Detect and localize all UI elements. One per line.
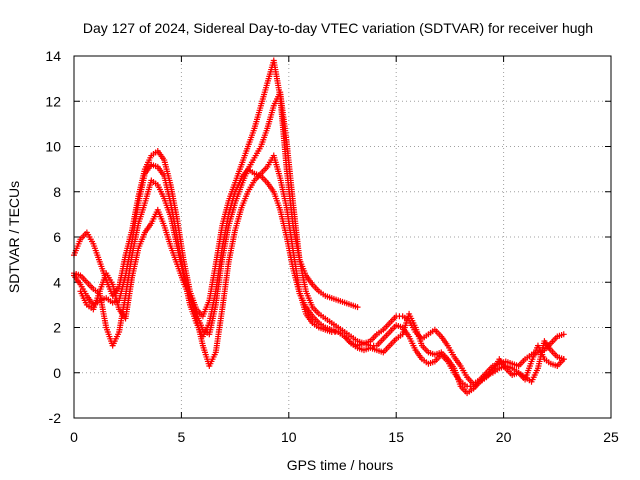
y-tick-label: 12 [45, 93, 61, 109]
x-tick-label: 25 [603, 429, 619, 445]
x-axis-label: GPS time / hours [287, 457, 394, 473]
data-point [560, 331, 567, 338]
y-tick-label: 6 [53, 229, 61, 245]
y-tick-label: 10 [45, 139, 61, 155]
y-tick-label: 8 [53, 184, 61, 200]
plot-frame [73, 55, 612, 419]
y-tick-label: 2 [53, 320, 61, 336]
x-tick-label: 20 [496, 429, 512, 445]
x-axis-ticks: 0 5 10 15 20 25 [70, 56, 619, 445]
chart-title: Day 127 of 2024, Sidereal Day-to-day VTE… [83, 20, 593, 36]
y-tick-label: 4 [53, 274, 61, 290]
data-points [71, 57, 567, 397]
y-axis-ticks: -2 0 2 4 6 8 10 12 14 [45, 48, 611, 426]
y-tick-label: 0 [53, 365, 61, 381]
y-axis-label: SDTVAR / TECUs [6, 181, 22, 293]
data-point [560, 356, 567, 363]
x-tick-label: 0 [70, 429, 78, 445]
y-tick-label: -2 [49, 410, 62, 426]
x-tick-label: 15 [388, 429, 404, 445]
x-tick-label: 5 [178, 429, 186, 445]
data-point [354, 304, 361, 311]
series-trace-1 [71, 57, 361, 320]
y-tick-label: 14 [45, 48, 61, 64]
series-trace-4 [71, 166, 567, 390]
x-tick-label: 10 [281, 429, 297, 445]
